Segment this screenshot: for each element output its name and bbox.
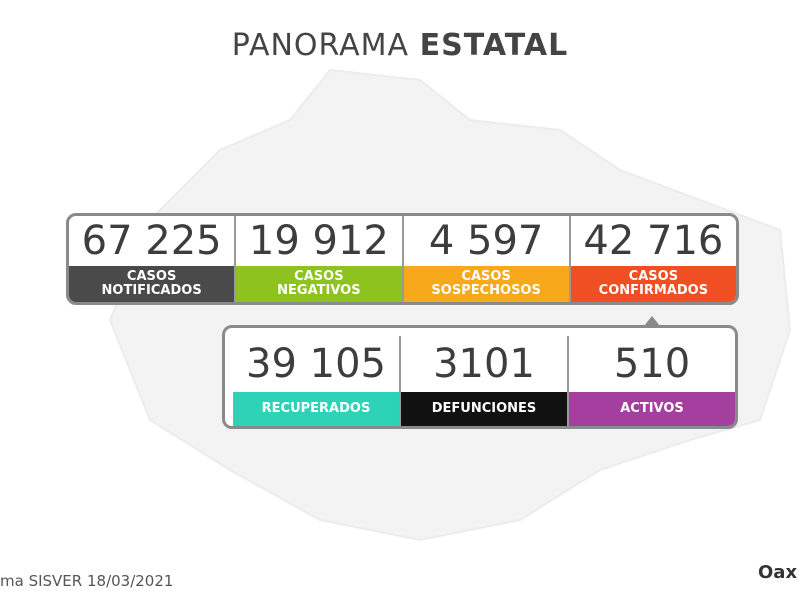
stat-label: RECUPERADOS <box>233 392 399 426</box>
label-line: CASOS <box>461 269 511 284</box>
label-line: DEFUNCIONES <box>431 401 537 416</box>
title: PANORAMA ESTATAL <box>0 28 800 63</box>
stat-label: CASOS NOTIFICADOS <box>69 266 235 302</box>
source: ma SISVER <box>0 572 83 590</box>
stat-label: CASOS CONFIRMADOS <box>570 266 736 302</box>
stat-label: DEFUNCIONES <box>401 392 567 426</box>
label-line: SOSPECHOSOS <box>431 283 541 298</box>
stat-number: 19 912 <box>248 218 389 264</box>
logo: Oax <box>758 562 798 583</box>
label-line: RECUPERADOS <box>261 401 371 416</box>
stat-cell: 39 105 RECUPERADOS <box>233 336 401 426</box>
stat-number: 42 716 <box>583 218 724 264</box>
label-line: CONFIRMADOS <box>598 283 709 298</box>
title-light: PANORAMA <box>231 28 410 63</box>
label-line: NEGATIVOS <box>277 283 361 298</box>
title-bold: ESTATAL <box>419 28 569 63</box>
label-line: CASOS <box>628 269 679 284</box>
top-row: 67 225 CASOS NOTIFICADOS 19 912 CASOS NEGATIV… <box>66 213 739 305</box>
stat-label: ACTIVOS <box>569 392 735 426</box>
label-line: ACTIVOS <box>620 401 684 416</box>
stat-label: CASOS NEGATIVOS <box>236 266 402 302</box>
stat-cell: 510 ACTIVOS <box>569 336 735 426</box>
date: 18/03/2021 <box>86 572 174 590</box>
stat-number: 3101 <box>433 341 535 387</box>
stat-label: CASOS SOSPECHOSOS <box>403 266 569 302</box>
footer: ma SISVER 18/03/2021 <box>0 572 173 590</box>
stat-cell: 42 716 CASOS CONFIRMADOS <box>570 216 736 302</box>
stat-cell: 4 597 CASOS SOSPECHOSOS <box>403 216 571 302</box>
bottom-row: 39 105 RECUPERADOS 3101 DEFUNCIONES 510 ACTIV… <box>222 325 738 429</box>
label-line: CASOS <box>294 269 344 284</box>
stat-number: 67 225 <box>81 218 222 264</box>
label-line: CASOS <box>126 269 177 284</box>
stat-cell: 19 912 CASOS NEGATIVOS <box>236 216 404 302</box>
stat-number: 510 <box>613 341 691 387</box>
stat-cell: 3101 DEFUNCIONES <box>401 336 569 426</box>
label-line: NOTIFICADOS <box>101 283 202 298</box>
stat-number: 4 597 <box>428 218 544 264</box>
stat-cell: 67 225 CASOS NOTIFICADOS <box>69 216 237 302</box>
stat-number: 39 105 <box>246 341 386 387</box>
